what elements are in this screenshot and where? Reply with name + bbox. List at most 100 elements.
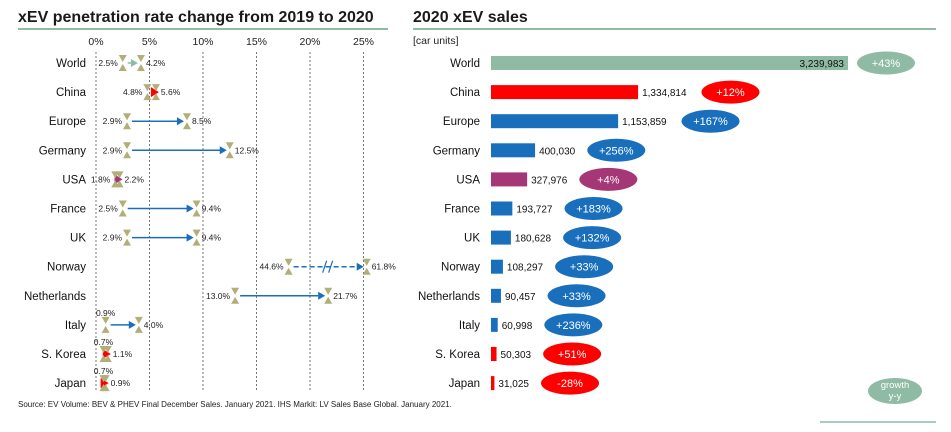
marker-2020-top bbox=[101, 375, 110, 383]
growth-pill bbox=[547, 284, 606, 308]
growth-pill-label: +236% bbox=[556, 320, 591, 332]
small-change-arrowhead bbox=[102, 349, 111, 359]
value-2019-label: 0.7% bbox=[94, 366, 114, 376]
axis-break-mark bbox=[328, 260, 334, 273]
marker-2020-bottom bbox=[151, 93, 160, 101]
marker-2019 bbox=[118, 200, 127, 217]
marker-2020-bottom bbox=[103, 355, 112, 362]
value-2019-label: 0.9% bbox=[96, 308, 116, 318]
source-note: Source: EV Volume: BEV & PHEV Final Dece… bbox=[18, 400, 452, 409]
bar-row-italy: Italy 60,998 +236% bbox=[459, 313, 603, 337]
x-tick-label: 10% bbox=[192, 36, 213, 48]
value-2019-label: 2.9% bbox=[103, 116, 123, 126]
sales-value-label: 180,628 bbox=[515, 234, 552, 245]
small-change-arrowhead bbox=[150, 87, 159, 98]
country-label: World bbox=[56, 58, 86, 70]
sales-value-label: 31,025 bbox=[498, 379, 529, 390]
left-chart-title: xEV penetration rate change from 2019 to… bbox=[18, 9, 374, 26]
marker-2020 bbox=[101, 375, 110, 392]
change-arrowhead bbox=[186, 204, 194, 213]
sales-value-label: 1,153,859 bbox=[622, 117, 667, 128]
sales-bar bbox=[491, 288, 501, 303]
value-2020-label: 5.6% bbox=[161, 87, 181, 97]
marker-2020-bottom bbox=[192, 238, 201, 246]
value-2020-label: 61.8% bbox=[372, 262, 397, 272]
marker-2020-top bbox=[362, 258, 371, 266]
country-label: Germany bbox=[39, 145, 87, 157]
country-label: Germany bbox=[433, 145, 481, 157]
x-tick-label: 20% bbox=[299, 36, 320, 48]
marker-2019-bottom bbox=[123, 122, 132, 130]
row-world: World 2.5% 4.2% bbox=[56, 55, 166, 71]
marker-2020-top bbox=[151, 84, 160, 92]
marker-2020-bottom bbox=[101, 384, 110, 392]
growth-pill bbox=[857, 51, 915, 75]
row-china: China 4.8% 5.6% bbox=[56, 84, 181, 101]
country-label: Netherlands bbox=[24, 291, 86, 303]
marker-2020 bbox=[192, 200, 201, 217]
country-label: S. Korea bbox=[41, 349, 86, 361]
growth-pill-label: +51% bbox=[558, 349, 587, 361]
sales-value-label: 400,030 bbox=[539, 146, 576, 157]
right-chart-title: 2020 xEV sales bbox=[413, 9, 528, 26]
marker-2020 bbox=[362, 258, 371, 275]
country-label: USA bbox=[456, 174, 480, 186]
marker-2020-bottom bbox=[225, 151, 234, 159]
marker-2019 bbox=[231, 287, 240, 304]
marker-2020 bbox=[136, 55, 145, 71]
row-italy: Italy 0.9% 4.0% bbox=[65, 308, 164, 333]
growth-pill bbox=[587, 138, 646, 162]
marker-2020-bottom bbox=[192, 209, 201, 217]
small-change-arrowhead bbox=[100, 378, 109, 389]
country-label: France bbox=[50, 204, 86, 216]
growth-pill bbox=[564, 197, 623, 220]
bar-row-germany: Germany 400,030 +256% bbox=[433, 138, 646, 162]
penetration-rate-panel: xEV penetration rate change from 2019 to… bbox=[18, 9, 396, 392]
bar-row-china: China 1,334,814 +12% bbox=[450, 80, 760, 104]
marker-2019-top bbox=[123, 142, 132, 150]
marker-2019 bbox=[123, 229, 132, 246]
growth-pill bbox=[544, 313, 603, 337]
value-2019-label: 2.5% bbox=[98, 58, 118, 68]
x-tick-label: 0% bbox=[88, 36, 103, 48]
value-2019-label: 13.0% bbox=[206, 291, 231, 301]
marker-2020-top bbox=[225, 142, 234, 150]
value-2019-label: 0.7% bbox=[94, 337, 114, 347]
row-norway: Norway 44.6% 61.8% bbox=[47, 258, 397, 275]
country-label: UK bbox=[70, 233, 86, 245]
growth-legend-line2: y-y bbox=[889, 391, 902, 402]
sales-value-label: 327,976 bbox=[531, 175, 568, 186]
marker-2019 bbox=[284, 258, 293, 275]
marker-2020-top bbox=[192, 229, 201, 237]
x-tick-label: 25% bbox=[353, 36, 374, 48]
change-arrowhead bbox=[186, 233, 194, 242]
marker-2020 bbox=[192, 229, 201, 246]
change-arrowhead bbox=[219, 146, 227, 155]
marker-2020-bottom bbox=[115, 180, 124, 188]
value-2020-label: 1.1% bbox=[113, 349, 133, 359]
marker-2020-top bbox=[136, 55, 145, 62]
marker-2019 bbox=[101, 316, 110, 333]
marker-2020-top bbox=[182, 113, 191, 121]
growth-legend: growth y-y bbox=[868, 378, 922, 404]
marker-2019-top bbox=[101, 316, 110, 324]
marker-2020 bbox=[225, 142, 234, 159]
country-label: World bbox=[450, 58, 480, 70]
growth-pill-label: -28% bbox=[557, 378, 583, 390]
value-2019-label: 2.9% bbox=[103, 145, 123, 155]
marker-2020 bbox=[134, 316, 143, 333]
sales-value-label: 50,303 bbox=[501, 350, 532, 361]
marker-2019-bottom bbox=[123, 151, 132, 159]
sales-panel: 2020 xEV sales [car units] World 3,239,98… bbox=[413, 9, 936, 404]
marker-2020-top bbox=[192, 200, 201, 208]
marker-2020-top bbox=[324, 287, 333, 295]
marker-2020 bbox=[151, 84, 160, 101]
row-s-korea: S. Korea 0.7% 1.1% bbox=[41, 337, 133, 362]
marker-2019-top bbox=[123, 229, 132, 237]
marker-2020-bottom bbox=[182, 122, 191, 130]
sales-bar bbox=[491, 85, 639, 100]
marker-2020 bbox=[182, 113, 191, 130]
growth-pill bbox=[541, 371, 600, 395]
bar-row-europe: Europe 1,153,859 +167% bbox=[443, 109, 740, 133]
bar-row-world: World 3,239,983 +43% bbox=[450, 51, 915, 75]
